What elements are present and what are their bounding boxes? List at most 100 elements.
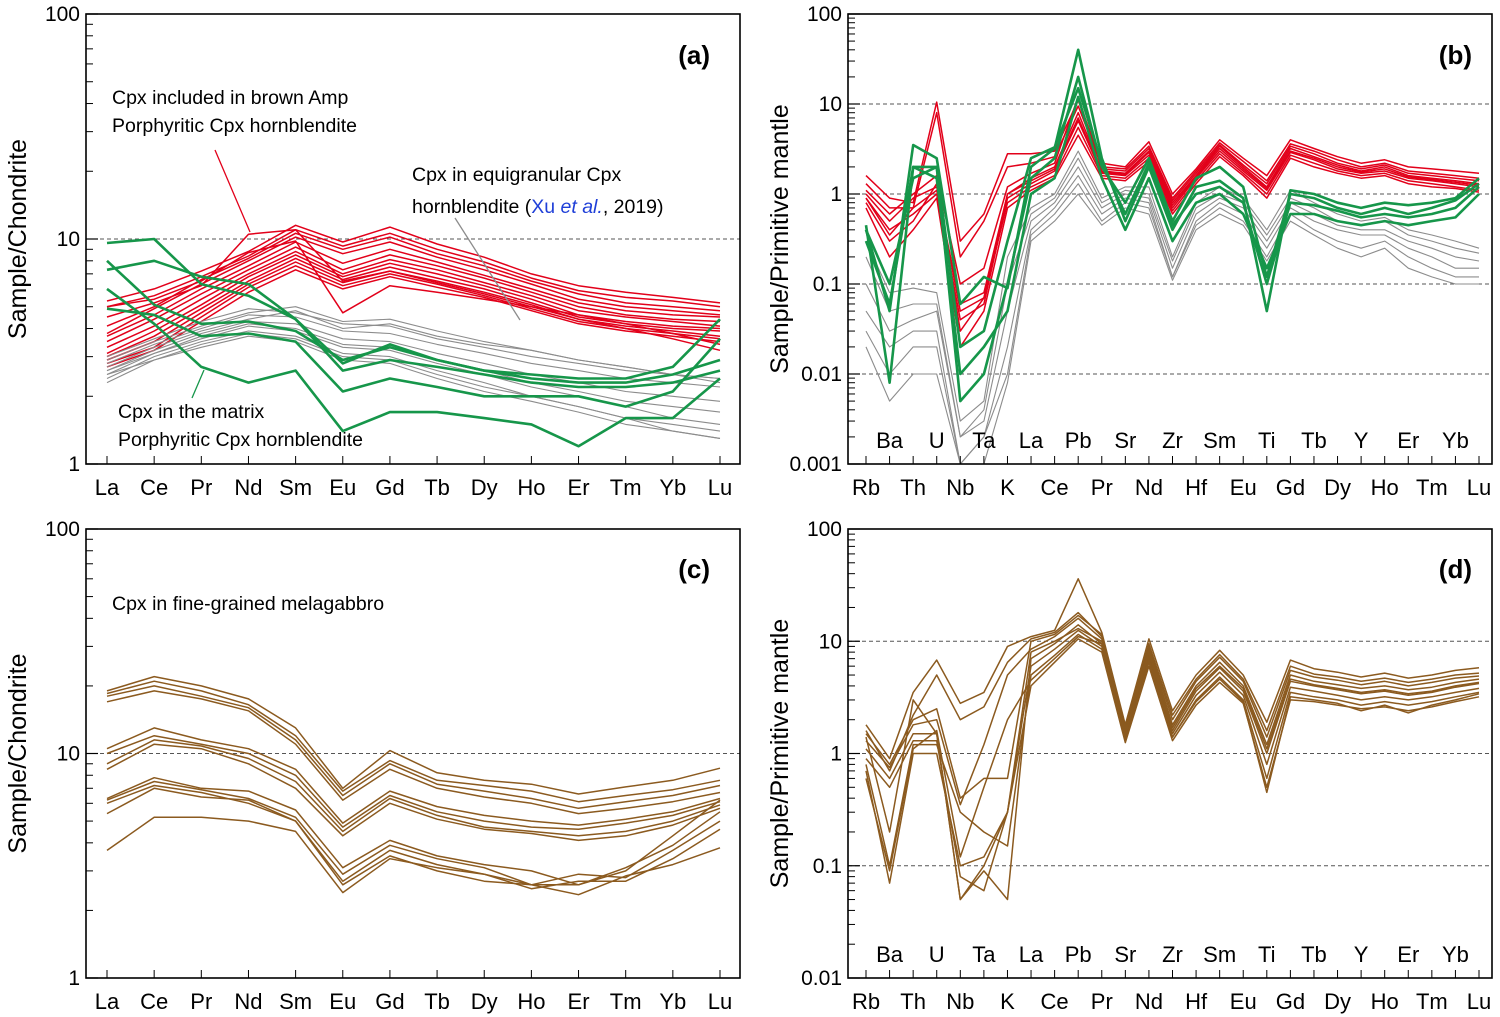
series-line	[865, 150, 1480, 422]
x-tick-label: La	[95, 989, 120, 1014]
x-tick-label-inner: Tb	[1301, 428, 1327, 453]
series-line	[106, 727, 721, 826]
x-tick-label: Tb	[424, 475, 450, 500]
y-tick-label: 0.001	[789, 453, 842, 476]
x-tick-label: Ho	[1371, 475, 1399, 500]
panel-label: (d)	[1439, 554, 1472, 584]
series-line	[865, 99, 1480, 242]
x-tick-label: K	[1000, 989, 1015, 1014]
series-line	[865, 126, 1480, 332]
series-line	[106, 685, 721, 810]
x-tick-label: Nb	[946, 989, 974, 1014]
x-tick-label-inner: Ba	[876, 942, 904, 967]
series-line	[865, 629, 1480, 892]
x-tick-label: Dy	[471, 989, 498, 1014]
series-layer	[106, 224, 721, 448]
series-layer	[864, 48, 1480, 464]
x-tick-label-inner: Yb	[1442, 428, 1469, 453]
x-tick-label: Hf	[1185, 475, 1208, 500]
y-tick-label: 100	[45, 518, 80, 541]
x-tick-label: Ho	[517, 475, 545, 500]
y-tick-label: 10	[819, 630, 842, 653]
annotation-text: Porphyritic Cpx hornblendite	[118, 429, 363, 451]
panel-d: 0.01 0.1 1 10 100 Rb Th Nb K Ce Pr Nd Hf Eu Gd Dy Ho Tm Lu…	[766, 518, 1493, 1014]
x-tick-label-inner: Zr	[1162, 942, 1183, 967]
series-line	[864, 95, 1480, 376]
annotation-text: Cpx in equigranular Cpx	[412, 164, 621, 186]
series-line	[865, 611, 1480, 772]
y-tick-label: 100	[807, 518, 842, 541]
series-layer	[106, 675, 721, 896]
citation-author: Xu	[531, 196, 560, 218]
x-tick-label-inner: Er	[1397, 428, 1419, 453]
x-tick-label: Nd	[1135, 989, 1163, 1014]
annotation-leader	[454, 217, 521, 321]
y-axis-label: Sample/Primitive mantle	[766, 104, 794, 374]
x-tick-label-inner: Yb	[1442, 942, 1469, 967]
annotation-text: Cpx included in brown Amp	[112, 87, 348, 109]
x-tick-label-inner: Sr	[1114, 428, 1136, 453]
y-tick-label: 0.01	[801, 363, 842, 386]
series-line	[106, 320, 721, 402]
x-tick-label: Pr	[1091, 989, 1113, 1014]
series-line	[106, 314, 721, 388]
x-tick-label: Tm	[610, 989, 642, 1014]
x-tick-label: Nd	[234, 989, 262, 1014]
series-line	[106, 236, 721, 335]
series-line	[865, 617, 1480, 806]
annotation-text: Porphyritic Cpx hornblendite	[112, 115, 357, 137]
series-line	[865, 166, 1480, 438]
x-tick-label: Er	[568, 475, 590, 500]
x-tick-label: Rb	[852, 475, 880, 500]
x-tick-label: Dy	[1324, 475, 1351, 500]
panel-label: (a)	[678, 40, 710, 70]
x-tick-label: Lu	[708, 475, 732, 500]
x-tick-label: Tm	[610, 475, 642, 500]
x-tick-label: Pr	[1091, 475, 1113, 500]
series-line	[864, 75, 1480, 403]
series-line	[106, 787, 721, 886]
x-tick-label: Ce	[1041, 989, 1069, 1014]
x-tick-label: Yb	[659, 475, 686, 500]
series-layer	[865, 578, 1480, 901]
y-tick-label: 10	[57, 228, 80, 251]
series-line	[106, 308, 721, 380]
x-tick-label: Pr	[190, 475, 212, 500]
panel-b: 0.001 0.01 0.1 1 10 100 Rb Th Nb K Ce Pr Nd Hf Eu Gd Dy H…	[766, 3, 1493, 500]
series-line	[865, 578, 1480, 760]
y-axis-label: Sample/Chondrite	[4, 653, 32, 853]
x-tick-label: Eu	[329, 475, 356, 500]
y-axis-label: Sample/Chondrite	[4, 139, 32, 339]
x-tick-label: Ce	[140, 475, 168, 500]
series-line	[865, 633, 1480, 867]
series-line	[106, 734, 721, 830]
series-line	[865, 120, 1480, 321]
y-axis-label: Sample/Primitive mantle	[766, 619, 794, 889]
series-line	[106, 250, 721, 348]
panel-c: 1 10 100 La Ce Pr Nd Sm Eu Gd Tb Dy Ho Er Tm Yb Lu Sample…	[4, 518, 741, 1014]
y-tick-label: 10	[819, 93, 842, 116]
series-line	[106, 259, 721, 389]
x-tick-label-inner: Zr	[1162, 428, 1183, 453]
series-line	[106, 228, 721, 308]
panel-label: (c)	[678, 554, 710, 584]
x-tick-label: Nd	[1135, 475, 1163, 500]
x-tick-label-inner: Ta	[972, 942, 996, 967]
x-tick-label: K	[1000, 475, 1015, 500]
x-tick-label: Tm	[1416, 989, 1448, 1014]
x-tick-label-inner: Tb	[1301, 942, 1327, 967]
plot-frame	[847, 13, 1493, 465]
annotation-prefix: hornblendite (	[412, 196, 532, 218]
annotation-text: Cpx in the matrix	[118, 401, 265, 423]
series-line	[865, 635, 1480, 872]
series-line	[865, 134, 1480, 348]
series-line	[106, 680, 721, 803]
series-line	[106, 739, 721, 837]
x-tick-label: Er	[568, 989, 590, 1014]
y-tick-label: 100	[45, 3, 80, 26]
x-tick-label: Ce	[140, 989, 168, 1014]
series-line	[106, 254, 721, 355]
x-tick-label: Eu	[329, 989, 356, 1014]
x-tick-label: Lu	[708, 989, 732, 1014]
